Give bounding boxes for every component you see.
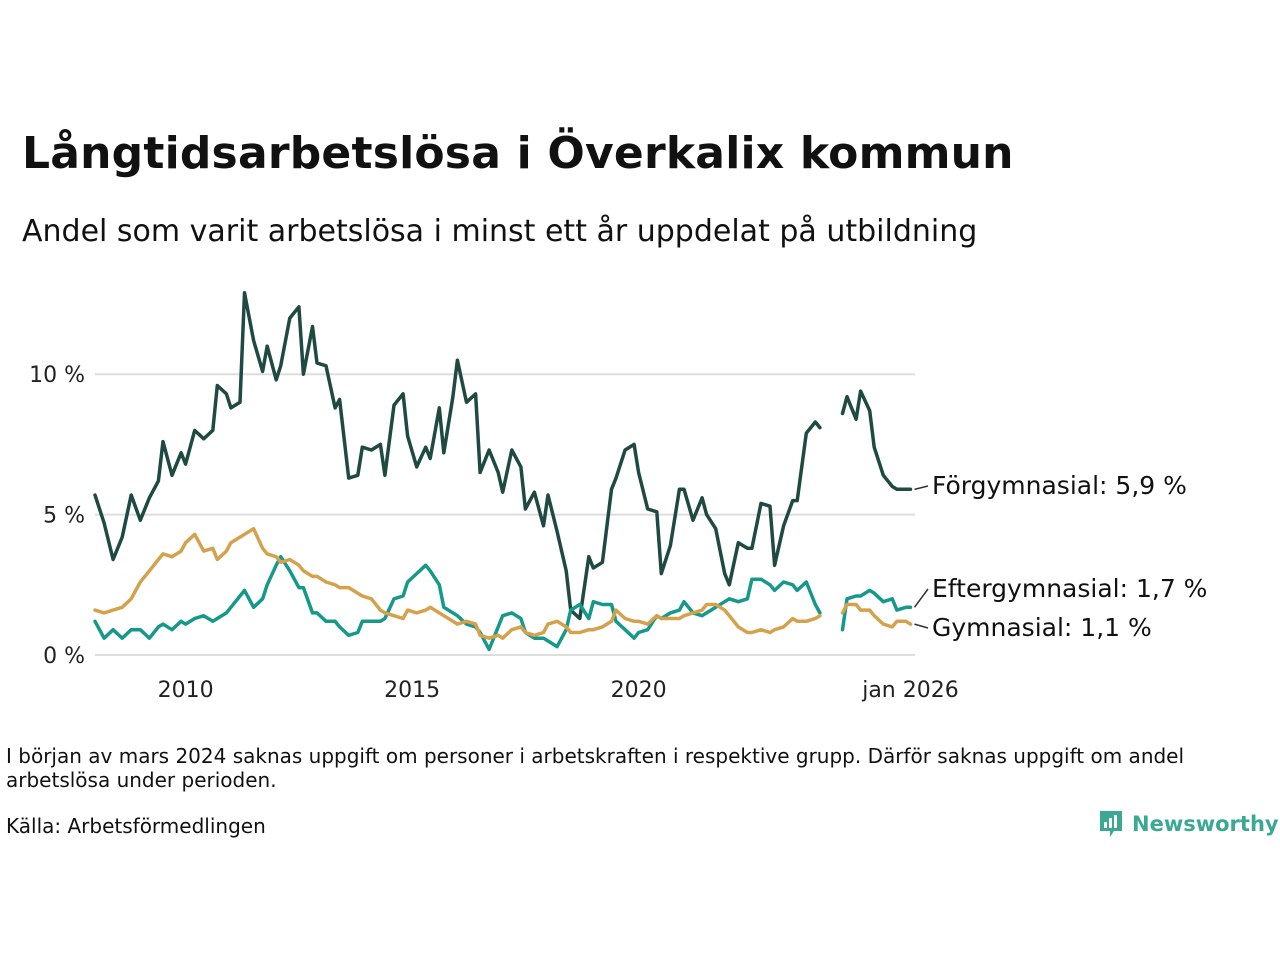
line-chart: 0 % 5 % 10 % 2010 2015 2020 jan 2026 Förgymna… [29,291,1207,703]
series-end-labels: Förgymnasial: 5,9 % Eftergymnasial: 1,7 %… [913,471,1207,642]
brand-name: Newsworthy [1132,812,1279,836]
series-line-gymnasial-1 [840,602,913,629]
series-line-eftergymnasial-1 [840,588,913,632]
y-tick-label: 0 % [43,644,85,669]
x-tick-label: jan 2026 [861,678,959,703]
gridlines [95,373,915,656]
y-tick-label: 5 % [43,504,85,529]
series-lines [93,291,913,652]
leader-line-eftergymnasial [913,588,929,608]
chart-subtitle: Andel som varit arbetslösa i minst ett å… [22,214,978,249]
leader-line-forgymnasial [914,485,929,491]
series-label-forgymnasial: Förgymnasial: 5,9 % [932,471,1187,500]
series-label-gymnasial: Gymnasial: 1,1 % [932,613,1152,642]
brand-logo: Newsworthy [1098,808,1279,840]
x-axis-ticks: 2010 2015 2020 jan 2026 [158,678,959,703]
x-tick-label: 2010 [158,678,214,703]
y-tick-label: 10 % [29,363,85,388]
chart-title: Långtidsarbetslösa i Överkalix kommun [22,128,1014,179]
source-credit: Källa: Arbetsförmedlingen [6,814,266,838]
y-axis-ticks: 0 % 5 % 10 % [29,363,85,669]
series-line-forgymnasial-0 [93,291,822,621]
newsworthy-logo-icon [1100,811,1122,837]
footnote: I början av mars 2024 saknas uppgift om … [6,744,1185,792]
leader-line-gymnasial [914,623,929,629]
x-tick-label: 2015 [384,678,440,703]
series-label-eftergymnasial: Eftergymnasial: 1,7 % [932,574,1207,603]
series-line-eftergymnasial-0 [93,554,822,652]
series-line-gymnasial-0 [93,526,822,640]
x-tick-label: 2020 [611,678,667,703]
series-line-forgymnasial-1 [840,389,913,492]
